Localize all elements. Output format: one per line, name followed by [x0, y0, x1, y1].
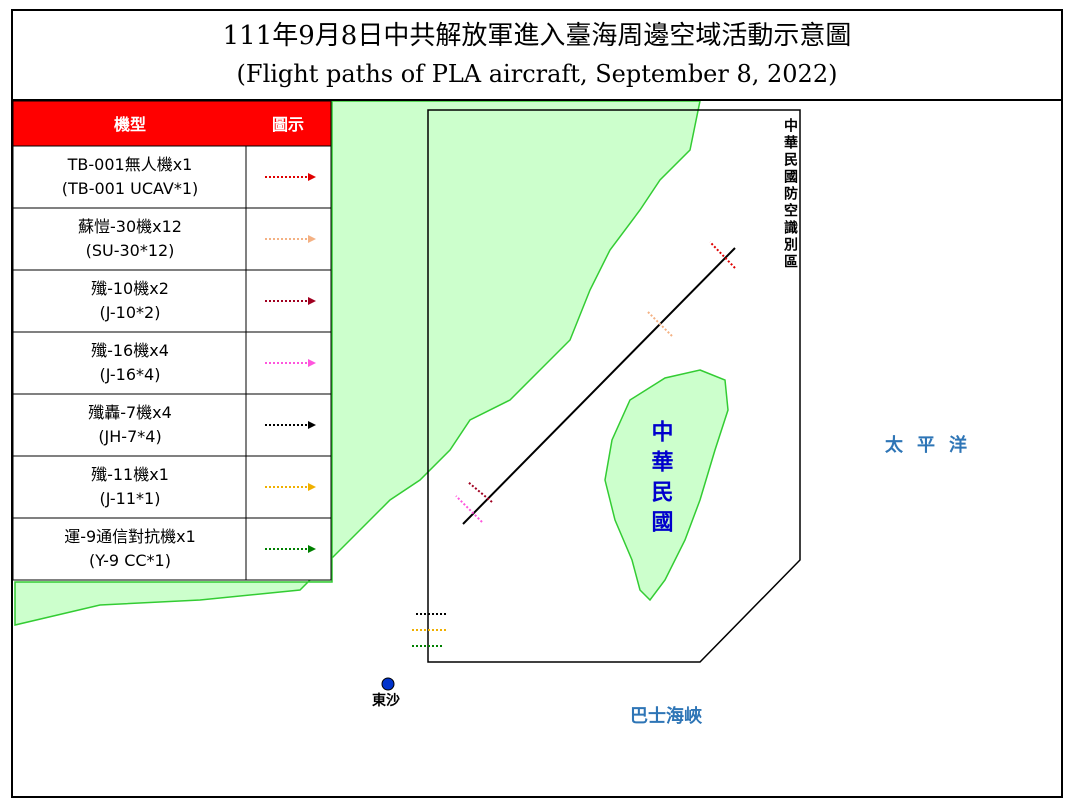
legend-label: TB-001無人機x1: [67, 155, 193, 174]
legend-label: 殲-16機x4: [91, 341, 169, 360]
legend-label-en: (SU-30*12): [86, 241, 175, 260]
adiz-label: 中華民國防空識別區: [782, 117, 799, 271]
legend-arrowhead: [308, 235, 316, 243]
legend-label-en: (J-11*1): [100, 489, 161, 508]
legend-arrowhead: [308, 297, 316, 305]
mainland-coast: [14, 100, 701, 626]
legend-label-en: (J-10*2): [100, 303, 161, 322]
legend-label: 運-9通信對抗機x1: [64, 527, 196, 546]
legend-label: 殲-10機x2: [91, 279, 169, 298]
legend-arrowhead: [308, 545, 316, 553]
legend-label-en: (TB-001 UCAV*1): [62, 179, 199, 198]
legend-row: [12, 455, 332, 519]
flight-path: [647, 311, 673, 337]
flight-paths: [412, 241, 736, 647]
pacific-label: 太平洋: [885, 434, 981, 456]
legend: 機型 圖示 TB-001無人機x1 (TB-001 UCAV*1) 蘇愷-30機x1…: [12, 100, 332, 581]
legend-arrowhead: [308, 421, 316, 429]
legend-column: 機型: [114, 115, 146, 134]
legend-label: 殲-11機x1: [91, 465, 169, 484]
bashi-label: 巴士海峽: [630, 705, 703, 727]
legend-arrowhead: [308, 359, 316, 367]
title: 111年9月8日中共解放軍進入臺海周邊空域活動示意圖: [223, 21, 852, 51]
legend-header: [12, 100, 332, 147]
median-line: [462, 247, 736, 525]
legend-column: 圖示: [272, 115, 304, 134]
legend-row: [12, 393, 332, 457]
legend-arrowhead: [308, 173, 316, 181]
dongsha-marker: [381, 677, 395, 691]
legend-label-en: (JH-7*4): [98, 427, 161, 446]
legend-row: [12, 269, 332, 333]
subtitle: (Flight paths of PLA aircraft, September…: [237, 60, 838, 88]
flight-path: [467, 481, 493, 503]
legend-label: 蘇愷-30機x12: [78, 217, 182, 236]
taiwan-island: [604, 369, 729, 602]
legend-label-en: (J-16*4): [100, 365, 161, 384]
legend-label-en: (Y-9 CC*1): [89, 551, 171, 570]
dongsha-label: 東沙: [372, 692, 400, 709]
taiwan-label: 中華民國: [648, 420, 674, 540]
legend-arrowhead: [308, 483, 316, 491]
legend-row: [12, 331, 332, 395]
legend-label: 殲轟-7機x4: [88, 403, 172, 422]
adiz-boundary: [427, 109, 801, 663]
